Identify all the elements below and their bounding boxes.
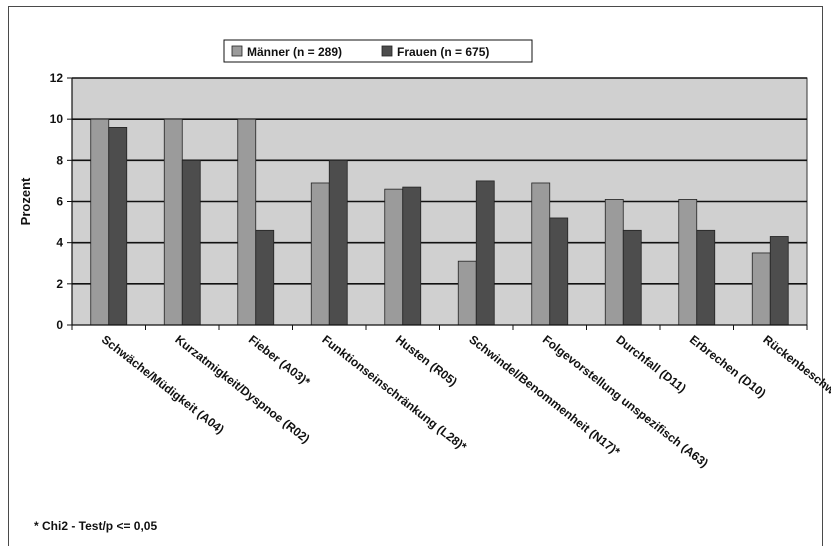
x-tick-label: Funktionseinschränkung (L28)* — [319, 332, 469, 454]
bar-frauen — [255, 229, 275, 326]
legend: Männer (n = 289) Frauen (n = 675) — [223, 39, 533, 63]
x-tick-label: Kurzatmigkeit/Dyspnoe (R02) — [172, 332, 312, 446]
axes — [67, 77, 808, 330]
legend-swatch — [381, 45, 393, 57]
y-tick-label: 4 — [56, 236, 63, 250]
legend-box — [223, 39, 533, 63]
y-axis-label: Prozent — [18, 177, 33, 225]
bar-maenner — [237, 118, 257, 326]
bar-frauen — [328, 159, 348, 326]
x-tick-label: Folgevorstellung unspezifisch (A63) — [540, 332, 711, 470]
legend-swatch — [231, 45, 243, 57]
bar-maenner — [310, 182, 330, 326]
y-tick-label: 0 — [56, 318, 63, 332]
bars — [90, 118, 789, 326]
x-tick-label: Husten (R05) — [393, 332, 460, 389]
bar-frauen — [622, 229, 642, 326]
legend-label: Frauen (n = 675) — [397, 45, 489, 59]
x-tick-label: Erbrechen (D10) — [687, 332, 769, 400]
bar-maenner — [751, 252, 771, 326]
bar-maenner — [531, 182, 551, 326]
bar-frauen — [549, 217, 569, 326]
bar-frauen — [108, 127, 128, 326]
x-tick-label: Schwäche/Müdigkeit (A04) — [99, 332, 227, 436]
x-tick-labels: Schwäche/Müdigkeit (A04)Kurzatmigkeit/Dy… — [99, 332, 831, 470]
x-tick-label: Rückenbeschwerden/BWS (L02) — [760, 332, 831, 456]
bar-maenner — [678, 199, 698, 326]
bar-frauen — [475, 180, 495, 326]
bar-frauen — [696, 229, 716, 326]
x-tick-label: Durchfall (D11) — [613, 332, 688, 395]
y-tick-label: 8 — [56, 153, 63, 167]
bar-maenner — [604, 199, 624, 326]
y-tick-label: 2 — [56, 277, 63, 291]
legend-label: Männer (n = 289) — [247, 45, 342, 59]
footnote: * Chi2 - Test/p <= 0,05 — [34, 519, 158, 533]
y-tick-label: 10 — [50, 112, 64, 126]
bar-maenner — [90, 118, 110, 326]
y-tick-labels: 0 2 4 6 8 10 12 — [50, 71, 64, 332]
bar-frauen — [181, 159, 201, 326]
bar-frauen — [769, 236, 789, 326]
x-tick-label: Fieber (A03)* — [246, 332, 313, 389]
y-tick-label: 12 — [50, 71, 64, 85]
x-tick-label: Schwindel/Benommenheit (N17)* — [466, 332, 623, 459]
y-tick-label: 6 — [56, 195, 63, 209]
bar-maenner — [163, 118, 183, 326]
bar-maenner — [384, 188, 404, 326]
bar-maenner — [457, 260, 477, 326]
bar-frauen — [402, 186, 422, 326]
